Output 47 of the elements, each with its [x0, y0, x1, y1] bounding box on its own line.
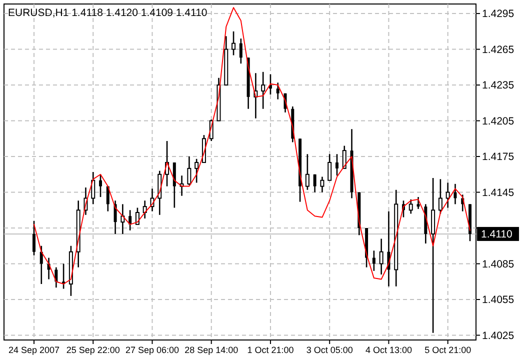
- y-tick-label: 1.4265: [482, 44, 514, 56]
- candlestick: [261, 71, 266, 110]
- x-tick-label: 24 Sep 2007: [8, 345, 60, 355]
- y-tick-label: 1.4295: [482, 8, 514, 20]
- candlestick: [172, 162, 176, 208]
- candlestick: [335, 153, 338, 176]
- chart-title: EURUSD,H1 1.4118 1.4120 1.4109 1.4110: [8, 7, 208, 19]
- candlestick: [313, 174, 316, 193]
- x-tick-label: 25 Sep 22:00: [66, 345, 120, 355]
- candlestick: [320, 176, 324, 193]
- candlestick: [454, 183, 457, 205]
- candlestick: [408, 198, 413, 214]
- candlestick: [91, 171, 96, 205]
- y-tick-label: 1.4055: [482, 294, 514, 306]
- candlestick: [446, 182, 450, 208]
- ref-line-label: 1.4110: [481, 228, 512, 241]
- y-tick-label: 1.4175: [482, 151, 514, 164]
- candlestick: [32, 220, 36, 256]
- x-tick-label: 28 Sep 14:00: [184, 345, 238, 355]
- x-tick-label: 27 Sep 06:00: [125, 345, 180, 355]
- candlestick: [416, 196, 420, 210]
- y-tick-label: 1.4145: [482, 186, 514, 199]
- candlestick: [120, 204, 125, 235]
- candlestick: [276, 82, 280, 100]
- y-tick-label: 1.4235: [482, 80, 514, 92]
- x-tick-label: 5 Oct 21:00: [424, 345, 472, 355]
- candlestick: [142, 200, 147, 220]
- y-tick-label: 1.4025: [482, 330, 514, 342]
- candlestick: [194, 158, 199, 184]
- candlestick: [372, 250, 376, 272]
- candlestick: [431, 177, 436, 334]
- candlestick: [187, 156, 192, 186]
- candlestick: [305, 153, 310, 191]
- candlestick: [379, 238, 384, 276]
- candlestick: [99, 174, 102, 198]
- candlestick: [135, 207, 140, 226]
- candlestick: [239, 38, 242, 64]
- candlestick: [438, 178, 442, 214]
- candlestick: [342, 145, 346, 170]
- x-tick-label: 1 Oct 21:00: [247, 345, 294, 355]
- x-tick-label: 3 Oct 05:00: [306, 345, 353, 355]
- y-tick-label: 1.4085: [482, 258, 514, 270]
- candlestick: [328, 153, 332, 181]
- candlestick: [232, 30, 236, 56]
- x-tick-label: 4 Oct 13:00: [365, 345, 412, 355]
- y-tick-label: 1.4205: [482, 115, 514, 128]
- candlestick: [54, 266, 58, 288]
